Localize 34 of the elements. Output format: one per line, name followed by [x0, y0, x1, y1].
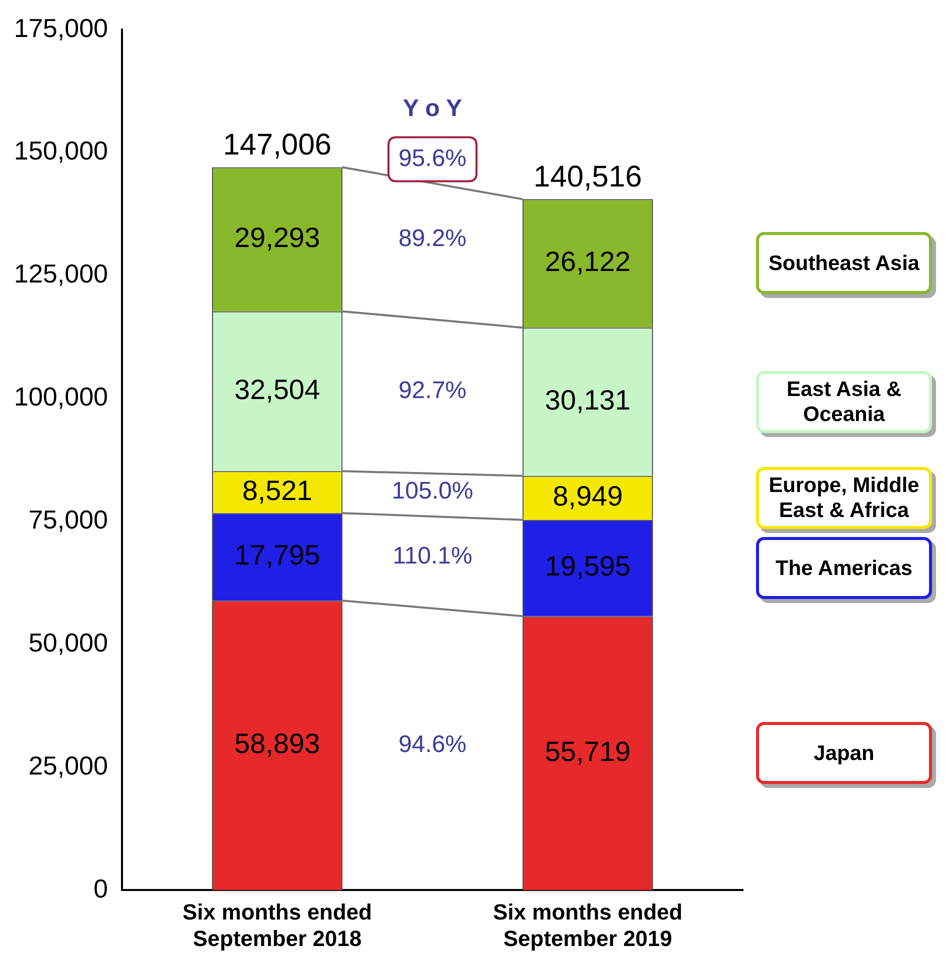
y-tick-label: 100,000 [14, 382, 108, 412]
annotation: 92.7% [398, 376, 467, 404]
total-label: 147,006 [223, 128, 332, 162]
annotation: 89.2% [398, 224, 467, 252]
annotation: 94.6% [398, 731, 467, 758]
y-tick-label: 75,000 [28, 504, 108, 535]
x-tick-label: Six months ended September 2018 [182, 899, 372, 951]
y-tick-label: 0 [94, 873, 108, 904]
data-label: 58,893 [234, 728, 320, 760]
annotation: 110.1% [392, 542, 472, 570]
annotation: 95.6% [398, 144, 467, 172]
annotation: Y o Y [402, 95, 462, 122]
data-label: 17,795 [234, 540, 320, 571]
total-label: 140,516 [534, 160, 642, 194]
y-tick-label: 175,000 [14, 12, 108, 43]
data-label: 32,504 [234, 374, 320, 405]
data-label: 30,131 [544, 384, 631, 416]
text: The Americas [776, 556, 912, 580]
annotation: 105.0% [392, 478, 474, 505]
data-label: 8,949 [552, 480, 623, 512]
data-label: 26,122 [544, 246, 631, 278]
text: Southeast Asia [768, 250, 920, 276]
data-label: 55,719 [544, 736, 631, 767]
y-tick-label: 125,000 [14, 258, 108, 289]
text: Japan [814, 740, 874, 766]
text: East Asia & Oceania [786, 376, 902, 427]
data-label: 29,293 [234, 222, 320, 254]
data-label: 8,521 [242, 474, 312, 506]
y-tick-label: 150,000 [14, 136, 108, 166]
y-tick-label: 25,000 [28, 750, 108, 780]
x-tick-label: Six months ended September 2019 [493, 899, 682, 951]
y-tick-label: 50,000 [28, 627, 108, 658]
text: Europe, Middle East & Africa [768, 472, 920, 523]
data-label: 19,595 [544, 550, 631, 582]
